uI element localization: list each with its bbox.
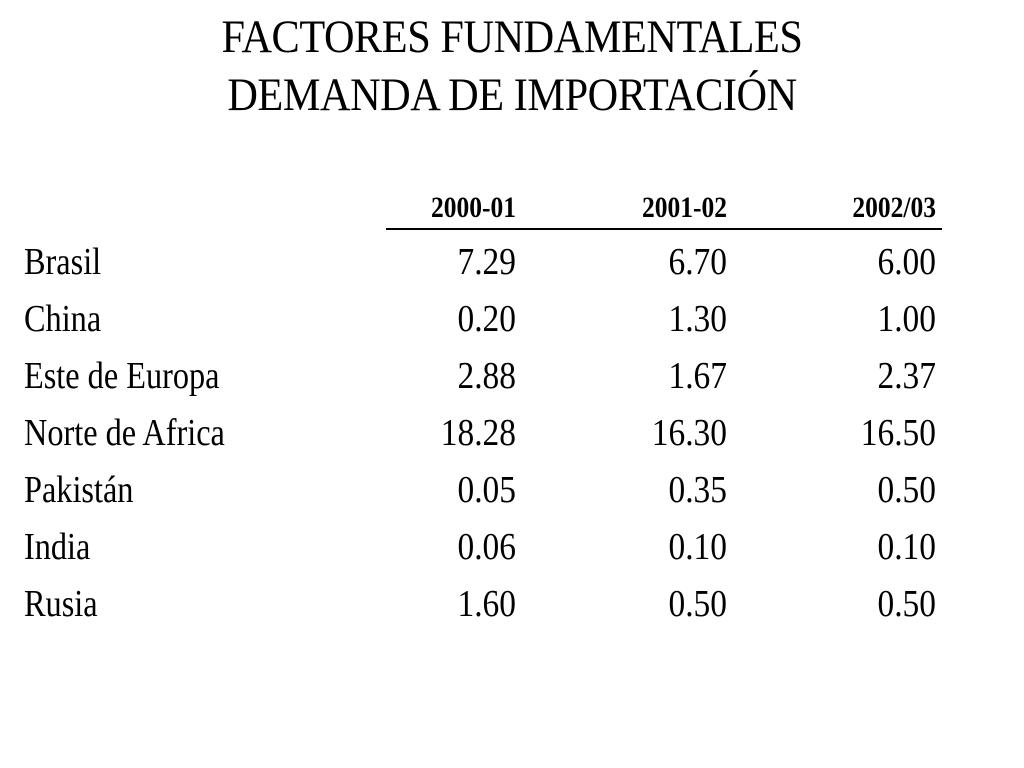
cell-value: 1.30	[668, 298, 727, 340]
cell-value: 16.30	[651, 412, 727, 454]
table-body: Brasil 7.29 6.70 6.00 China 0.20 1.30 1.…	[24, 234, 942, 633]
table-header-row: 2000-01 2001-02 2002/03	[24, 190, 942, 230]
column-header-2001-02: 2001-02	[642, 191, 727, 224]
row-label: Pakistán	[24, 469, 134, 511]
cell-value: 0.10	[668, 526, 727, 568]
cell-value: 0.35	[668, 469, 727, 511]
title-line-1: FACTORES FUNDAMENTALES	[221, 11, 803, 63]
table-row: China 0.20 1.30 1.00	[24, 291, 942, 348]
row-label: Brasil	[24, 241, 102, 283]
table-row: India 0.06 0.10 0.10	[24, 519, 942, 576]
import-demand-table: 2000-01 2001-02 2002/03 Brasil 7.29 6.70…	[24, 190, 942, 625]
row-label: Norte de Africa	[24, 412, 225, 454]
cell-value: 1.67	[668, 355, 727, 397]
table-row: Rusia 1.60 0.50 0.50	[24, 576, 942, 633]
cell-value: 7.29	[457, 241, 516, 283]
column-header-2000-01: 2000-01	[431, 191, 516, 224]
row-label: Este de Europa	[24, 355, 220, 397]
header-divider	[386, 228, 942, 230]
cell-value: 1.60	[457, 583, 516, 625]
title-line-2: DEMANDA DE IMPORTACIÓN	[227, 69, 797, 121]
table-row: Este de Europa 2.88 1.67 2.37	[24, 348, 942, 405]
cell-value: 0.05	[457, 469, 516, 511]
cell-value: 0.50	[877, 469, 936, 511]
cell-value: 18.28	[440, 412, 516, 454]
page-title: FACTORES FUNDAMENTALES DEMANDA DE IMPORT…	[0, 8, 1024, 124]
cell-value: 2.88	[457, 355, 516, 397]
row-label: Rusia	[24, 583, 98, 625]
row-label: China	[24, 298, 102, 340]
cell-value: 6.00	[877, 241, 936, 283]
row-label: India	[24, 526, 91, 568]
column-header-2002-03: 2002/03	[852, 191, 936, 224]
cell-value: 6.70	[668, 241, 727, 283]
table-row: Pakistán 0.05 0.35 0.50	[24, 462, 942, 519]
cell-value: 0.06	[457, 526, 516, 568]
cell-value: 0.20	[457, 298, 516, 340]
cell-value: 0.10	[877, 526, 936, 568]
cell-value: 2.37	[877, 355, 936, 397]
cell-value: 0.50	[668, 583, 727, 625]
cell-value: 0.50	[877, 583, 936, 625]
table-row: Norte de Africa 18.28 16.30 16.50	[24, 405, 942, 462]
table-row: Brasil 7.29 6.70 6.00	[24, 234, 942, 291]
cell-value: 1.00	[877, 298, 936, 340]
cell-value: 16.50	[860, 412, 936, 454]
